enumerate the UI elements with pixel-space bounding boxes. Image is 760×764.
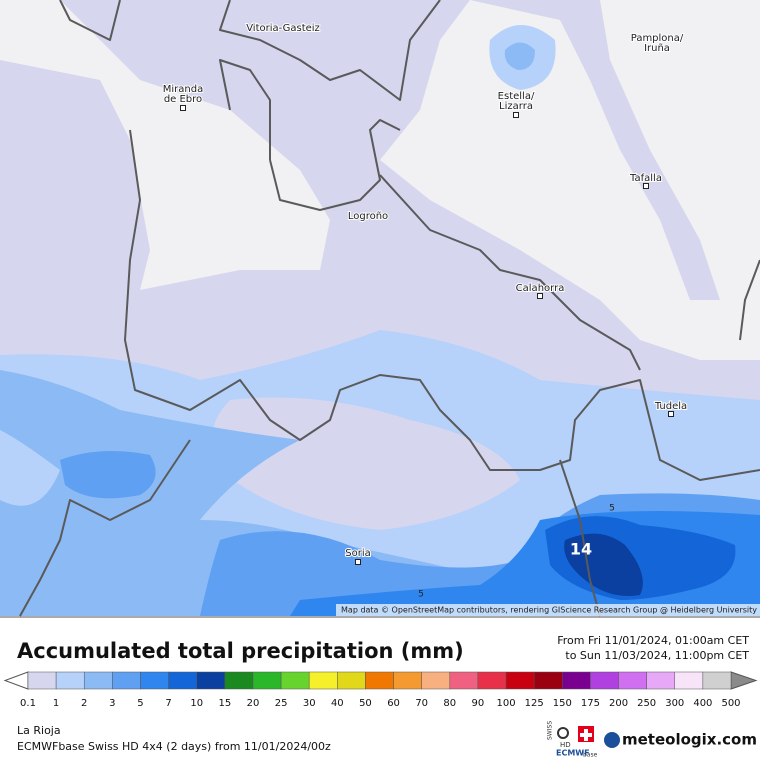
legend-swatch [393,671,422,690]
legend-swatch [224,671,254,690]
legend-label: 5 [137,698,143,709]
attribution: Map data © OpenStreetMap contributors, r… [341,606,757,615]
period-from: From Fri 11/01/2024, 01:00am CET [557,634,749,647]
legend-label: 200 [609,698,628,709]
precip-area [504,42,535,70]
legend-label: 3 [109,698,115,709]
contour-label: 14 [570,540,592,559]
precip-area [564,533,643,596]
legend-label: 100 [496,698,515,709]
city-label: Tafalla [629,173,662,184]
legend-label: 60 [387,698,400,709]
legend-swatch [27,671,57,690]
legend-arrow-right [730,671,758,690]
logo-hd: HD [560,741,571,749]
legend-arrow-left [3,671,29,690]
legend-swatch [196,671,226,690]
city-label: Estella/ [498,91,535,102]
legend-label: 40 [331,698,344,709]
legend-label: 25 [275,698,288,709]
legend-label: 30 [303,698,316,709]
brand-icon [604,732,620,748]
legend-swatch [674,671,704,690]
legend-swatch [252,671,282,690]
legend-label: 250 [637,698,656,709]
attribution-box [336,604,760,616]
legend-label: 150 [553,698,572,709]
legend-label: 175 [581,698,600,709]
region: La Rioja [17,724,61,737]
legend-swatch [646,671,676,690]
logo-base: base [583,752,598,759]
legend-label: 0.1 [20,698,36,709]
precip-area [60,451,156,499]
legend: 0.1 1 2 3 5 7 10 15 20 25 30 40 50 60 70 80 90 100 125 150 1… [3,671,758,709]
legend-swatch [280,671,310,690]
city-label: Logroño [348,211,388,222]
legend-label: 1 [53,698,59,709]
legend-label: 500 [721,698,740,709]
legend-label: 50 [359,698,372,709]
legend-label: 125 [525,698,544,709]
period-to: to Sun 11/03/2024, 11:00pm CET [565,649,749,662]
legend-label: 80 [443,698,456,709]
city-label: Pamplona/ [631,33,684,44]
brand: meteologix.com [622,731,757,749]
legend-swatch [702,671,732,690]
precip-area [212,397,520,530]
legend-label: 70 [415,698,428,709]
legend-swatch [477,671,507,690]
city-label: Lizarra [499,101,533,112]
logo: SWISS HD ECMWF base meteologix.com [547,721,757,759]
city-label: Calahorra [516,283,565,294]
contour-label: 5 [609,504,615,514]
legend-swatch [449,671,479,690]
contour-label: 5 [418,590,424,600]
logo-swiss: SWISS [547,721,554,740]
legend-label: 10 [190,698,203,709]
city-marker [537,293,543,299]
legend-swatch [505,671,535,690]
city-label: Iruña [644,43,670,54]
city-marker [513,112,519,118]
city-label: Tudela [654,401,687,412]
legend-swatch [308,671,338,690]
legend-label: 90 [472,698,485,709]
precip-area [0,370,560,616]
city-label: Vitoria-Gasteiz [246,23,320,34]
city-label: Soria [345,548,370,559]
legend-swatch [421,671,451,690]
city-label: de Ebro [164,94,202,105]
city-marker [668,411,674,417]
legend-label: 2 [81,698,87,709]
title: Accumulated total precipitation (mm) [17,639,464,663]
city-marker [180,105,186,111]
legend-swatch [83,671,113,690]
legend-label: 20 [247,698,260,709]
logo-ecmwf: ECMWF [556,749,590,758]
legend-swatch [562,671,591,690]
legend-swatch [590,671,619,690]
city-marker [643,183,649,189]
dry-area [0,0,760,360]
legend-label: 400 [693,698,712,709]
city-marker [355,559,361,565]
legend-label: 7 [165,698,171,709]
legend-swatch [140,671,169,690]
swiss-cross [580,729,592,741]
legend-swatch [168,671,197,690]
legend-swatch [112,671,141,690]
legend-swatch [337,671,366,690]
city-label: Miranda [163,84,203,95]
legend-label: 300 [665,698,684,709]
legend-swatch [533,671,563,690]
legend-swatch [618,671,647,690]
logo-icon [557,727,569,739]
legend-swatch [55,671,85,690]
legend-label: 15 [218,698,231,709]
legend-swatch [365,671,394,690]
model-info: ECMWFbase Swiss HD 4x4 (2 days) from 11/… [17,740,331,753]
